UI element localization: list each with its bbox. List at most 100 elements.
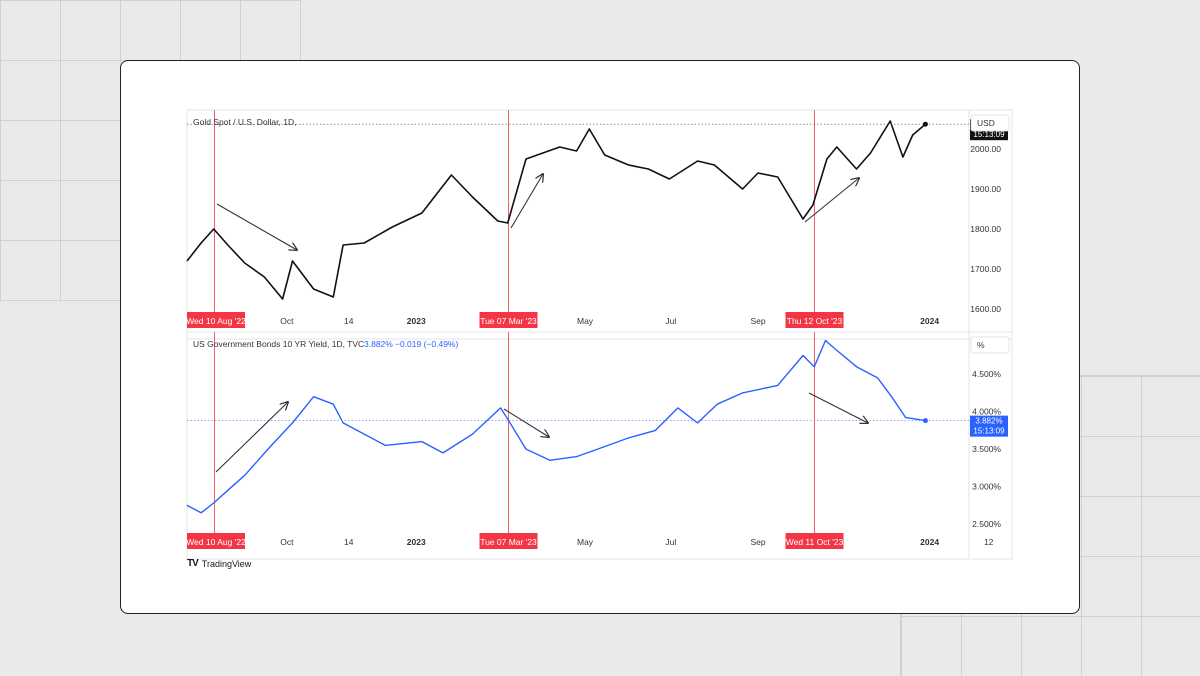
data-point [870, 152, 871, 153]
tradingview-logo-icon: TV [187, 558, 199, 569]
data-point [912, 134, 913, 135]
last-value-label: 3.882% [975, 417, 1002, 426]
data-point [200, 512, 201, 513]
data-point [742, 188, 743, 189]
pane-frame [186, 109, 1013, 340]
data-point [902, 156, 903, 157]
data-point [227, 244, 228, 245]
date-marker-badge [187, 533, 245, 549]
y-tick-label: 3.500% [972, 444, 1001, 454]
data-point [836, 146, 837, 147]
data-point [628, 164, 629, 165]
data-point [549, 460, 550, 461]
data-point [186, 260, 187, 261]
data-point [342, 244, 343, 245]
data-point [421, 212, 422, 213]
trend-arrow-annotation [215, 402, 288, 473]
x-tick-label: 14 [344, 316, 354, 326]
data-point [292, 422, 293, 423]
data-point [891, 396, 892, 397]
date-marker-label: Tue 07 Mar '23 [480, 316, 537, 326]
data-point [677, 407, 678, 408]
data-point [802, 218, 803, 219]
x-tick-label: Jul [665, 537, 676, 547]
series-line [186, 339, 926, 514]
data-point [342, 422, 343, 423]
countdown-timer: 15:13:09 [973, 130, 1005, 139]
data-point [213, 228, 214, 229]
tradingview-logo[interactable]: TV TradingView [187, 558, 251, 569]
data-point [877, 377, 878, 378]
data-point [392, 226, 393, 227]
data-point [525, 158, 526, 159]
y-tick-label: 1900.00 [970, 184, 1001, 194]
data-point [742, 392, 743, 393]
x-tick-label: 2023 [407, 316, 426, 326]
scale-unit-box [970, 114, 1010, 132]
last-point-dot [922, 418, 928, 424]
scale-unit-label: % [977, 340, 985, 350]
date-marker-label: Tue 07 Mar '23 [480, 537, 537, 547]
data-point [472, 433, 473, 434]
data-point [442, 452, 443, 453]
data-point [714, 164, 715, 165]
data-point [472, 196, 473, 197]
data-point [421, 441, 422, 442]
data-point [890, 120, 891, 121]
y-tick-label: 4.500% [972, 369, 1001, 379]
data-point [507, 222, 508, 223]
scale-unit-box [970, 336, 1010, 354]
data-point [905, 417, 906, 418]
legend-change: −0.019 (−0.49%) [395, 339, 458, 349]
data-point [313, 288, 314, 289]
data-point [559, 146, 560, 147]
data-point [717, 404, 718, 405]
pane-frame [186, 331, 1013, 560]
trend-arrow-annotation [510, 174, 543, 229]
data-point [200, 242, 201, 243]
data-point [282, 298, 283, 299]
data-point [648, 168, 649, 169]
x-tick-label: Sep [750, 316, 765, 326]
data-point [451, 174, 452, 175]
data-point [244, 475, 245, 476]
date-marker-badge [479, 533, 538, 549]
data-point [507, 418, 508, 419]
data-point [364, 433, 365, 434]
countdown-timer: 15:13:09 [973, 427, 1005, 436]
data-point [227, 490, 228, 491]
y-tick-label: 1700.00 [970, 264, 1001, 274]
chart-legend-title: US Government Bonds 10 YR Yield, 1D, TVC [193, 339, 364, 349]
data-point [264, 276, 265, 277]
data-point [500, 407, 501, 408]
data-point [271, 445, 272, 446]
data-point [826, 158, 827, 159]
data-point [244, 262, 245, 263]
data-point [497, 220, 498, 221]
legend-value: 3.882% [364, 339, 393, 349]
data-point [757, 172, 758, 173]
x-tick-label: 14 [344, 537, 354, 547]
data-point [697, 160, 698, 161]
data-point [825, 340, 826, 341]
y-tick-label: 2000.00 [970, 144, 1001, 154]
trend-arrow-annotation [503, 408, 549, 437]
data-point [833, 347, 834, 348]
x-tick-label: Oct [280, 537, 294, 547]
charts-svg: 2000.00 1900.00 1800.00 1700.00 1600.00 Oct 14… [186, 109, 1013, 560]
chart-panel-gold: 2000.00 1900.00 1800.00 1700.00 1600.00 Oct 14… [186, 109, 1013, 340]
chart-card: 2000.00 1900.00 1800.00 1700.00 1600.00 Oct 14… [120, 60, 1080, 614]
data-point [576, 456, 577, 457]
x-tick-label: May [577, 537, 594, 547]
x-tick-label: 2024 [920, 537, 939, 547]
y-tick-label: 2.500% [972, 519, 1001, 529]
data-point [333, 296, 334, 297]
chart-legend-title: Gold Spot / U.S. Dollar, 1D, [193, 117, 296, 127]
date-marker-badge [785, 533, 844, 549]
data-point [333, 404, 334, 405]
chart-panel-yield: 4.500% 4.000% 3.500% 3.000% 2.500% Oct 14 2023 M… [186, 331, 1013, 560]
data-point [589, 128, 590, 129]
data-point [655, 430, 656, 431]
data-point [525, 448, 526, 449]
data-point [812, 204, 813, 205]
